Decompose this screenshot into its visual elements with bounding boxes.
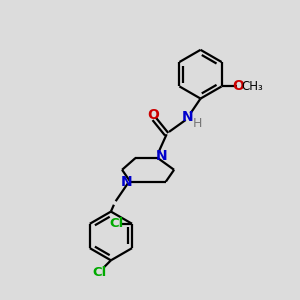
Text: N: N xyxy=(155,149,167,163)
Text: O: O xyxy=(232,79,244,93)
Text: CH₃: CH₃ xyxy=(242,80,263,93)
Text: H: H xyxy=(192,117,202,130)
Text: N: N xyxy=(182,110,194,124)
Text: N: N xyxy=(121,175,133,189)
Text: Cl: Cl xyxy=(109,217,123,230)
Text: Cl: Cl xyxy=(92,266,106,279)
Text: O: O xyxy=(148,108,160,122)
